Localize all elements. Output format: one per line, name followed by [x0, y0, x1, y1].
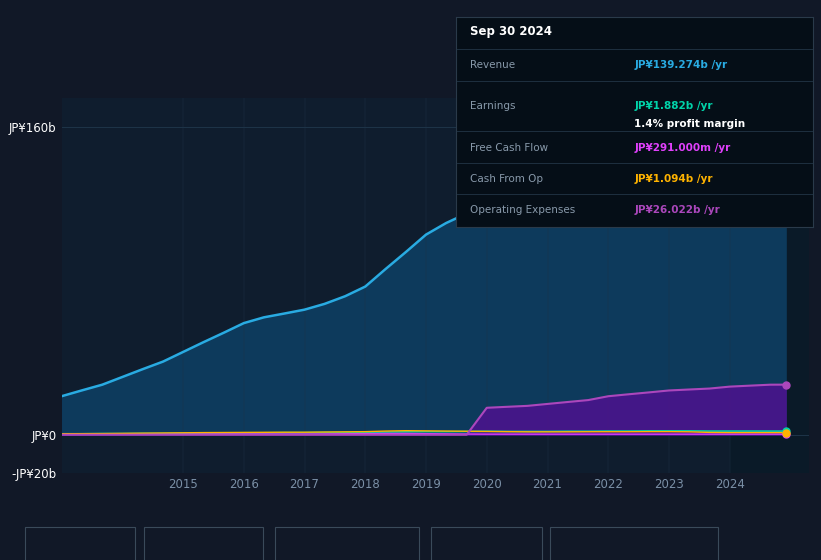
- Text: ●: ●: [158, 541, 166, 551]
- Text: JP¥1.094b /yr: JP¥1.094b /yr: [635, 174, 713, 184]
- Text: Free Cash Flow: Free Cash Flow: [308, 541, 392, 551]
- Text: Earnings: Earnings: [470, 101, 516, 111]
- Text: JP¥139.274b /yr: JP¥139.274b /yr: [635, 60, 727, 70]
- Text: ●: ●: [289, 541, 297, 551]
- Text: Sep 30 2024: Sep 30 2024: [470, 25, 552, 39]
- Text: Operating Expenses: Operating Expenses: [470, 206, 576, 216]
- Bar: [730, 98, 809, 473]
- Text: Operating Expenses: Operating Expenses: [583, 541, 695, 551]
- Text: ●: ●: [39, 541, 47, 551]
- Text: Earnings: Earnings: [177, 541, 225, 551]
- Text: ●: ●: [445, 541, 453, 551]
- Text: 1.4% profit margin: 1.4% profit margin: [635, 119, 745, 129]
- Text: JP¥291.000m /yr: JP¥291.000m /yr: [635, 143, 731, 153]
- Text: JP¥1.882b /yr: JP¥1.882b /yr: [635, 101, 713, 111]
- Text: Cash From Op: Cash From Op: [470, 174, 543, 184]
- Text: ●: ●: [564, 541, 572, 551]
- Text: Cash From Op: Cash From Op: [464, 541, 542, 551]
- Text: Revenue: Revenue: [470, 60, 515, 70]
- Text: Revenue: Revenue: [57, 541, 106, 551]
- Text: Free Cash Flow: Free Cash Flow: [470, 143, 548, 153]
- Text: JP¥26.022b /yr: JP¥26.022b /yr: [635, 206, 720, 216]
